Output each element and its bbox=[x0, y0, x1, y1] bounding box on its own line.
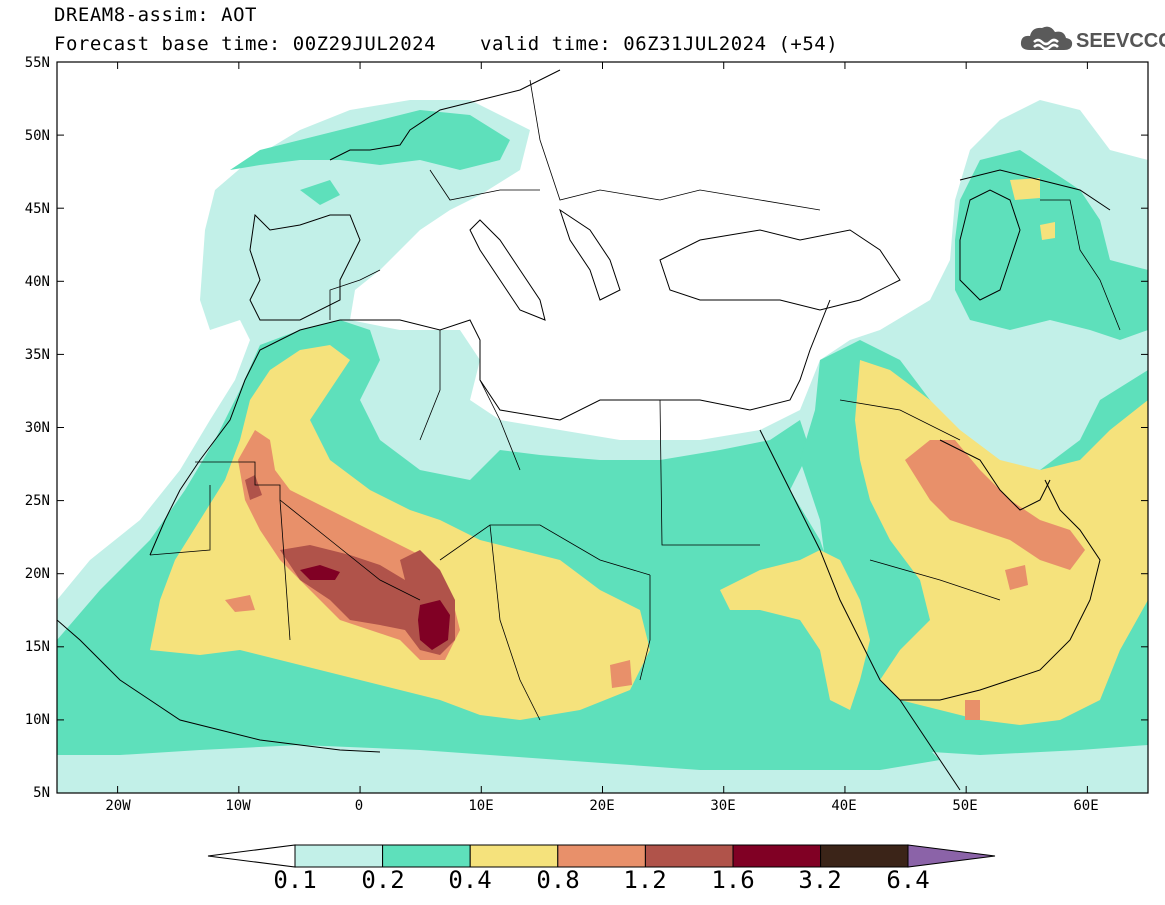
lon-label: 20E bbox=[589, 798, 615, 814]
lon-label: 20W bbox=[105, 798, 131, 814]
lon-label: 50E bbox=[952, 798, 978, 814]
colorbar-label: 0.8 bbox=[536, 866, 580, 894]
colorbar-label: 1.2 bbox=[623, 866, 667, 894]
lon-label: 60E bbox=[1073, 798, 1099, 814]
colorbar-label: 0.1 bbox=[273, 866, 317, 894]
logo-text: SEEVCCC bbox=[1076, 30, 1165, 52]
lat-label: 50N bbox=[24, 128, 50, 144]
colorbar-label: 3.2 bbox=[798, 866, 842, 894]
coastlines bbox=[57, 69, 1111, 791]
lat-label: 10N bbox=[24, 712, 50, 728]
country-borders bbox=[149, 79, 1121, 721]
aot-band-1-6 bbox=[300, 565, 450, 650]
valid-time: valid time: 06Z31JUL2024 (+54) bbox=[480, 33, 839, 55]
cloud-icon bbox=[1020, 26, 1073, 51]
lat-label: 40N bbox=[24, 274, 50, 290]
colorbar-label: 1.6 bbox=[711, 866, 755, 894]
axis-ticks bbox=[57, 61, 1148, 794]
lat-label: 55N bbox=[24, 55, 50, 71]
lon-label: 0 bbox=[354, 798, 364, 814]
lat-label: 30N bbox=[24, 420, 50, 436]
lon-label: 10W bbox=[225, 798, 251, 814]
lon-label: 30E bbox=[710, 798, 736, 814]
lon-label: 40E bbox=[831, 798, 857, 814]
map-title: DREAM8-assim: AOT bbox=[54, 4, 257, 26]
lat-label: 25N bbox=[24, 493, 50, 509]
seevccc-logo: SEEVCCC bbox=[1018, 22, 1165, 58]
colorbar-label: 6.4 bbox=[886, 866, 930, 894]
lat-label: 5N bbox=[33, 785, 50, 801]
lon-label: 10E bbox=[468, 798, 494, 814]
lat-label: 15N bbox=[24, 639, 50, 655]
lat-label: 20N bbox=[24, 566, 50, 582]
forecast-base-time: Forecast base time: 00Z29JUL2024 bbox=[54, 33, 437, 55]
lat-label: 45N bbox=[24, 201, 50, 217]
colorbar-label: 0.4 bbox=[448, 866, 492, 894]
colorbar-label: 0.2 bbox=[361, 866, 405, 894]
lat-label: 35N bbox=[24, 347, 50, 363]
